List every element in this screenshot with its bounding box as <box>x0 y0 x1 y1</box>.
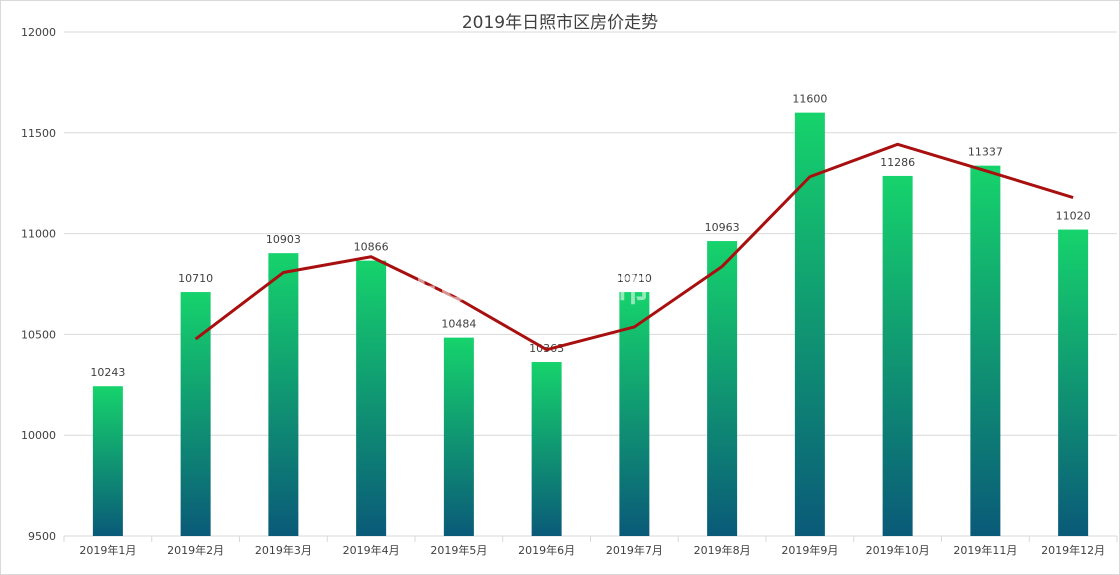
bars <box>92 112 1089 537</box>
x-tick-label: 2019年4月 <box>343 543 400 557</box>
bar <box>268 253 299 536</box>
bar <box>92 386 123 536</box>
x-axis-ticks: 2019年1月 2019年2月 2019年3月 2019年4月 2019年5月 2019年… <box>79 543 1105 557</box>
x-tick-label: 2019年5月 <box>430 543 487 557</box>
data-label: 11286 <box>880 156 915 169</box>
x-tick-label: 2019年12月 <box>1041 543 1105 557</box>
x-tick-label: 2019年8月 <box>694 543 751 557</box>
data-label: 10963 <box>705 221 740 234</box>
x-tick-label: 2019年7月 <box>606 543 663 557</box>
data-label: 11337 <box>968 146 1003 159</box>
bar <box>707 241 738 536</box>
data-label: 10710 <box>617 272 652 285</box>
y-tick-label: 11500 <box>21 127 56 140</box>
x-tick-label: 2019年6月 <box>518 543 575 557</box>
data-label: 10866 <box>354 241 389 254</box>
bar <box>794 112 825 536</box>
data-label: 10903 <box>266 233 301 246</box>
data-label: 10710 <box>178 272 213 285</box>
bar <box>882 175 913 537</box>
bar <box>531 362 562 536</box>
data-label: 11020 <box>1056 210 1091 223</box>
data-labels: 1024310710109031086610484103631071010963… <box>90 93 1090 380</box>
trendline-series <box>194 142 1074 352</box>
bar <box>619 292 650 536</box>
y-tick-label: 10500 <box>21 328 56 341</box>
trendline <box>194 142 1074 352</box>
y-tick-label: 9500 <box>28 530 56 543</box>
y-tick-label: 10000 <box>21 429 56 442</box>
bar <box>443 337 474 536</box>
y-tick-label: 12000 <box>21 26 56 39</box>
bar <box>356 260 387 536</box>
bar <box>1058 229 1089 536</box>
data-label: 10484 <box>441 318 476 331</box>
bar <box>180 292 211 536</box>
data-label: 11600 <box>792 93 827 106</box>
x-tick-label: 2019年2月 <box>167 543 224 557</box>
x-tick-label: 2019年3月 <box>255 543 312 557</box>
x-tick-label: 2019年9月 <box>781 543 838 557</box>
y-axis-ticks: 9500 10000 10500 11000 11500 12000 <box>21 26 56 543</box>
data-label: 10243 <box>90 366 125 379</box>
bar <box>970 165 1001 536</box>
x-tick-label: 2019年11月 <box>953 543 1017 557</box>
y-tick-label: 11000 <box>21 228 56 241</box>
gridlines <box>63 31 1118 542</box>
x-tick-label: 2019年1月 <box>79 543 136 557</box>
chart-title: 2019年日照市区房价走势 <box>462 13 658 33</box>
x-tick-label: 2019年10月 <box>866 543 930 557</box>
